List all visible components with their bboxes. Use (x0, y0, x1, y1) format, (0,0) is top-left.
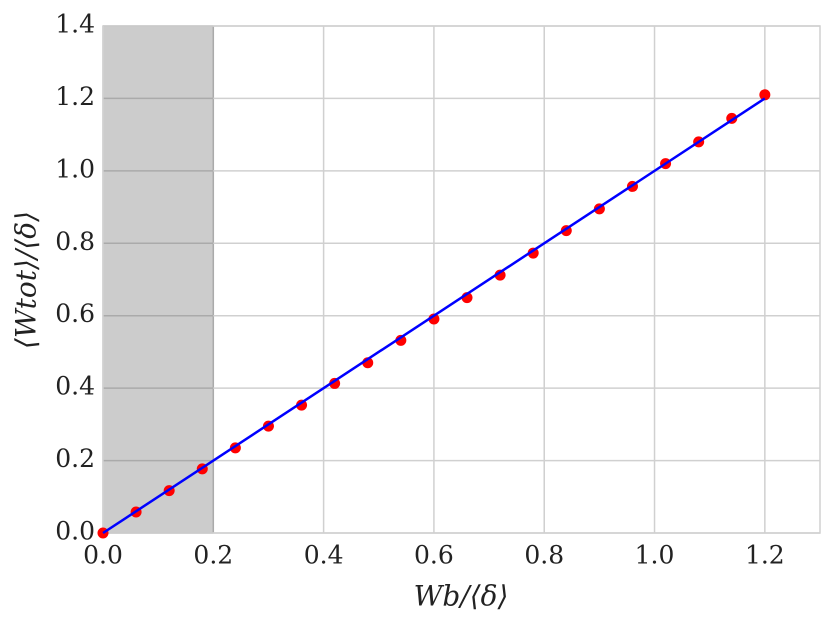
y-tick-label: 0.4 (55, 372, 95, 401)
y-tick-label: 1.2 (55, 82, 95, 111)
x-tick-label: 1.2 (745, 541, 785, 570)
x-tick-label: 0.6 (414, 541, 454, 570)
y-tick-label: 0.2 (55, 444, 95, 473)
x-tick-label: 1.0 (635, 541, 675, 570)
y-tick-label: 0.0 (55, 517, 95, 546)
y-tick-label: 0.6 (55, 299, 95, 328)
data-point (395, 334, 407, 346)
y-axis-label: ⟨Wtot⟩/⟨δ⟩ (10, 211, 43, 349)
x-tick-label: 0.2 (193, 541, 233, 570)
y-tick-label: 0.8 (55, 227, 95, 256)
x-tick-label: 0.4 (304, 541, 344, 570)
x-tick-label: 0.0 (83, 541, 123, 570)
shaded-region (103, 26, 214, 533)
data-point (759, 89, 771, 101)
plot-frame (102, 25, 821, 534)
fit-line (102, 97, 766, 535)
data-point (329, 377, 341, 389)
x-tick-label: 0.8 (524, 541, 564, 570)
data-point (494, 269, 506, 281)
y-tick-label: 1.0 (55, 154, 95, 183)
data-point (527, 247, 539, 259)
data-point (296, 399, 308, 411)
y-tick-label: 1.4 (55, 10, 95, 39)
x-axis-label: Wb/⟨δ⟩ (414, 580, 509, 613)
